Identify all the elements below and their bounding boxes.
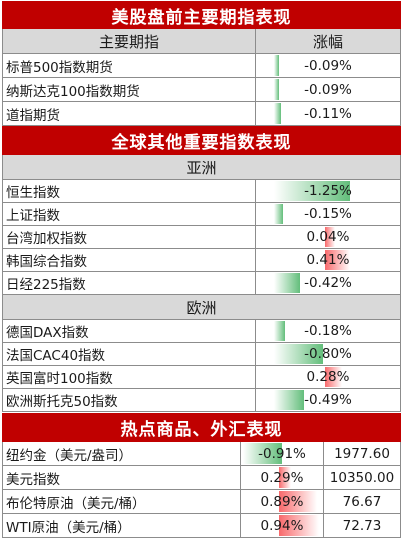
table-row: 标普500指数期货 -0.09% — [2, 54, 401, 78]
negative-change-bar — [274, 181, 350, 201]
change-cell: -0.09% — [256, 54, 400, 77]
table-row: 纽约金（美元/盎司） -0.91% 1977.60 — [2, 442, 401, 466]
commodity-name: 美元指数 — [3, 466, 241, 489]
change-cell: -0.42% — [256, 272, 400, 294]
table-row: 道指期货 -0.11% — [2, 102, 401, 126]
change-cell: -1.25% — [256, 180, 400, 202]
table-row: 法国CAC40指数 -0.80% — [2, 343, 401, 366]
change-value: -0.09% — [304, 57, 352, 74]
price-value: 76.67 — [342, 493, 382, 510]
change-cell: 0.04% — [256, 226, 400, 248]
change-cell: -0.11% — [256, 102, 400, 125]
change-cell: 0.28% — [256, 366, 400, 388]
change-value: -0.09% — [304, 81, 352, 98]
change-value: -0.49% — [304, 392, 352, 408]
change-cell: 0.41% — [256, 249, 400, 271]
change-cell: -0.18% — [256, 320, 400, 342]
table-row: 恒生指数 -1.25% — [2, 180, 401, 203]
asia-subheader: 亚洲 — [2, 155, 401, 180]
change-cell: -0.49% — [256, 389, 400, 411]
index-name: 英国富时100指数 — [3, 366, 256, 388]
column-header-name: 主要期指 — [3, 29, 256, 53]
us-futures-column-header: 主要期指 涨幅 — [2, 29, 401, 54]
index-name: 法国CAC40指数 — [3, 343, 256, 365]
change-cell: 0.29% — [241, 466, 324, 489]
us-futures-banner: 美股盘前主要期指表现 — [2, 1, 401, 29]
change-value: -0.18% — [304, 323, 352, 339]
table-row: 欧洲斯托克50指数 -0.49% — [2, 389, 401, 412]
change-cell: -0.80% — [256, 343, 400, 365]
negative-change-bar — [274, 204, 283, 224]
index-name: 欧洲斯托克50指数 — [3, 389, 256, 411]
positive-change-bar — [325, 227, 335, 247]
index-name: 韩国综合指数 — [3, 249, 256, 271]
global-title: 全球其他重要指数表现 — [111, 133, 292, 153]
global-banner: 全球其他重要指数表现 — [2, 126, 401, 155]
europe-subheader: 欧洲 — [2, 295, 401, 320]
change-cell: 0.94% — [241, 514, 324, 537]
column-header-change: 涨幅 — [312, 32, 343, 51]
positive-change-bar — [279, 491, 317, 512]
change-cell: -0.09% — [256, 78, 400, 101]
price-value: 72.73 — [342, 517, 382, 534]
negative-change-bar — [243, 443, 282, 464]
table-row: 布伦特原油（美元/桶） 0.89% 76.67 — [2, 490, 401, 514]
index-name: 台湾加权指数 — [3, 226, 256, 248]
commodity-title: 热点商品、外汇表现 — [120, 420, 283, 440]
change-value: 0.94% — [260, 517, 304, 534]
change-value: -0.42% — [304, 275, 352, 291]
index-name: 纳斯达克100指数期货 — [3, 78, 256, 101]
change-value: 0.41% — [306, 252, 350, 268]
commodity-banner: 热点商品、外汇表现 — [2, 413, 401, 442]
us-futures-title: 美股盘前主要期指表现 — [111, 7, 292, 28]
index-name: 日经225指数 — [3, 272, 256, 294]
table-row: 台湾加权指数 0.04% — [2, 226, 401, 249]
positive-change-bar — [279, 467, 291, 488]
index-name: 上证指数 — [3, 203, 256, 225]
commodity-name: 布伦特原油（美元/桶） — [3, 490, 241, 513]
change-value: -1.25% — [304, 183, 352, 199]
change-value: -0.91% — [258, 445, 306, 462]
change-value: 0.04% — [306, 229, 350, 245]
change-value: 0.28% — [306, 369, 350, 385]
table-row: 上证指数 -0.15% — [2, 203, 401, 226]
positive-change-bar — [325, 367, 342, 387]
index-name: 恒生指数 — [3, 180, 256, 202]
positive-change-bar — [325, 250, 350, 270]
table-row: WTI原油（美元/桶） 0.94% 72.73 — [2, 514, 401, 538]
change-cell: -0.91% — [241, 442, 324, 465]
table-row: 日经225指数 -0.42% — [2, 272, 401, 295]
change-value: 0.89% — [260, 493, 304, 510]
negative-change-bar — [274, 55, 279, 76]
positive-change-bar — [279, 515, 319, 536]
index-name: 标普500指数期货 — [3, 54, 256, 77]
negative-change-bar — [274, 79, 279, 100]
table-row: 韩国综合指数 0.41% — [2, 249, 401, 272]
negative-change-bar — [274, 390, 304, 410]
commodity-name: 纽约金（美元/盎司） — [3, 442, 241, 465]
change-value: 0.29% — [260, 469, 304, 486]
table-row: 英国富时100指数 0.28% — [2, 366, 401, 389]
negative-change-bar — [274, 321, 285, 341]
change-value: -0.11% — [304, 105, 352, 122]
change-value: -0.80% — [304, 346, 352, 362]
index-name: 德国DAX指数 — [3, 320, 256, 342]
change-cell: -0.15% — [256, 203, 400, 225]
change-cell: 0.89% — [241, 490, 324, 513]
negative-change-bar — [274, 103, 281, 124]
commodity-name: WTI原油（美元/桶） — [3, 514, 241, 537]
table-row: 美元指数 0.29% 10350.00 — [2, 466, 401, 490]
table-row: 德国DAX指数 -0.18% — [2, 320, 401, 343]
price-value: 1977.60 — [334, 445, 390, 462]
negative-change-bar — [274, 344, 323, 364]
price-value: 10350.00 — [329, 469, 395, 486]
europe-label: 欧洲 — [186, 298, 217, 317]
asia-label: 亚洲 — [186, 158, 217, 177]
index-name: 道指期货 — [3, 102, 256, 125]
table-row: 纳斯达克100指数期货 -0.09% — [2, 78, 401, 102]
change-value: -0.15% — [304, 206, 352, 222]
negative-change-bar — [274, 273, 300, 293]
